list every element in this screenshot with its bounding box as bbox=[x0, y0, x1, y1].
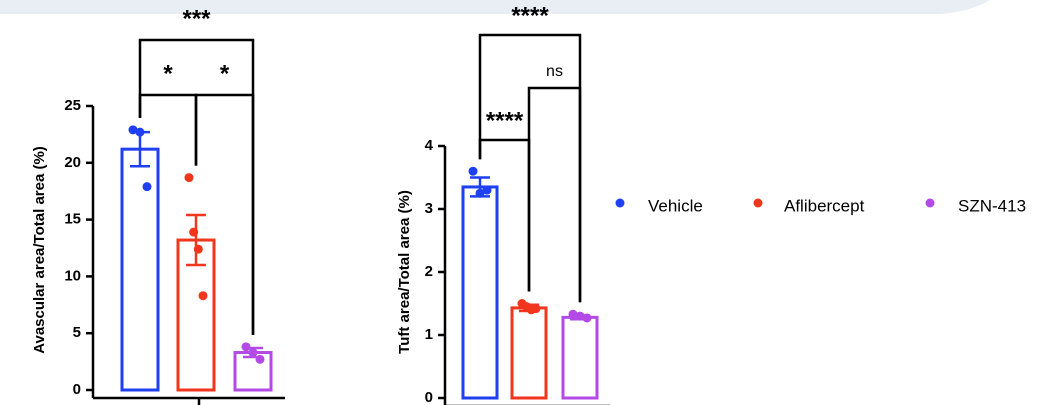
y-axis-label: Avascular area/Total area (%) bbox=[31, 146, 48, 354]
data-point bbox=[468, 166, 478, 176]
data-point bbox=[475, 188, 485, 198]
legend-marker bbox=[925, 198, 935, 208]
bar bbox=[120, 147, 160, 392]
data-point bbox=[582, 313, 592, 323]
y-tick-label: 1 bbox=[425, 326, 433, 343]
data-point bbox=[128, 125, 138, 135]
y-tick-label: 25 bbox=[64, 97, 81, 114]
data-point bbox=[531, 304, 541, 314]
bar bbox=[510, 306, 548, 400]
data-point bbox=[575, 311, 585, 321]
data-point bbox=[193, 244, 203, 254]
data-point bbox=[198, 291, 208, 301]
significance-bracket bbox=[478, 138, 531, 292]
y-axis-label: Tuft area/Total area (%) bbox=[396, 190, 413, 354]
data-point bbox=[241, 342, 251, 352]
legend-label: Aflibercept bbox=[784, 196, 865, 215]
significance-label: **** bbox=[486, 107, 524, 134]
legend-label: SZN-413 bbox=[958, 196, 1026, 215]
y-tick-label: 0 bbox=[425, 389, 433, 405]
y-tick-label: 15 bbox=[64, 211, 81, 228]
data-point bbox=[255, 354, 265, 364]
significance-label: ns bbox=[546, 63, 563, 80]
data-point bbox=[142, 182, 152, 192]
data-point bbox=[248, 348, 258, 358]
legend-label: Vehicle bbox=[648, 196, 703, 215]
top-banner bbox=[0, 0, 990, 14]
bar bbox=[561, 315, 599, 400]
legend-marker bbox=[615, 198, 625, 208]
significance-label: *** bbox=[182, 5, 211, 32]
y-tick-label: 4 bbox=[425, 137, 434, 154]
data-point bbox=[135, 127, 145, 137]
data-point bbox=[189, 227, 199, 237]
data-point bbox=[568, 309, 578, 319]
y-tick-label: 20 bbox=[64, 154, 81, 171]
y-tick-label: 0 bbox=[73, 381, 81, 398]
significance-bracket bbox=[527, 86, 582, 303]
y-tick-label: 3 bbox=[425, 200, 433, 217]
y-tick-label: 2 bbox=[425, 263, 433, 280]
data-point bbox=[482, 185, 492, 195]
data-point bbox=[184, 173, 194, 183]
legend-marker bbox=[753, 198, 763, 208]
y-tick-label: 5 bbox=[73, 324, 81, 341]
significance-label: * bbox=[163, 60, 173, 87]
significance-label: * bbox=[220, 60, 230, 87]
significance-bracket bbox=[194, 93, 255, 335]
y-tick-label: 10 bbox=[64, 267, 81, 284]
bar bbox=[461, 185, 499, 400]
significance-label: **** bbox=[511, 2, 549, 29]
